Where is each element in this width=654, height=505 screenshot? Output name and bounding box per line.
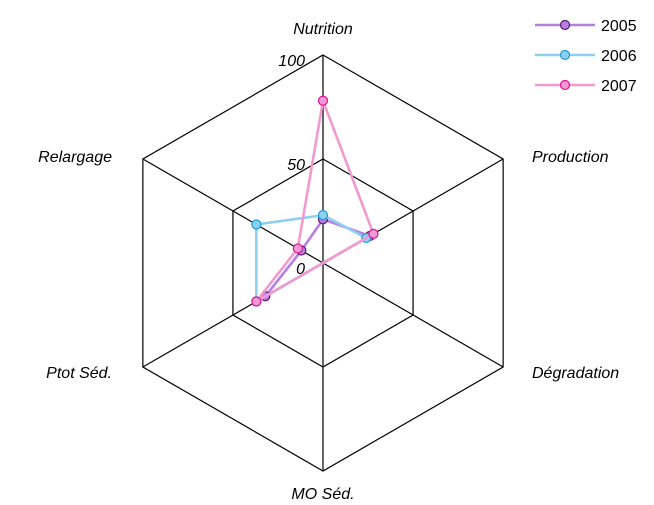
series-line-2007 xyxy=(255,99,375,303)
point-2007-1 xyxy=(368,228,379,239)
series-lines xyxy=(251,95,379,307)
legend-label-2006: 2006 xyxy=(601,48,637,65)
point-2007-0 xyxy=(317,95,329,106)
legend-item-2006: 2006 xyxy=(535,48,637,65)
point-2006-5 xyxy=(251,219,262,230)
axis-labels: Nutrition Production Dégradation MO Séd. Pto… xyxy=(38,21,619,503)
tick-label-0: 0 xyxy=(296,261,305,278)
legend-marker-2007 xyxy=(559,79,571,91)
legend: 2005 2006 2007 xyxy=(535,18,637,95)
tick-label-50: 50 xyxy=(287,157,305,174)
spoke-5 xyxy=(142,158,324,264)
point-2006-0 xyxy=(317,210,329,221)
legend-marker-2005 xyxy=(559,19,571,31)
legend-marker-2006 xyxy=(559,49,571,61)
point-2007-4 xyxy=(251,296,262,307)
axis-label-5: Relargage xyxy=(38,149,112,166)
legend-item-2005: 2005 xyxy=(535,18,637,35)
spoke-2 xyxy=(322,262,504,368)
axis-label-4: Ptot Séd. xyxy=(46,365,112,382)
tick-label-100: 100 xyxy=(278,53,305,70)
axis-label-2: Dégradation xyxy=(532,365,619,382)
legend-label-2005: 2005 xyxy=(601,18,637,35)
tick-labels: 0 50 100 xyxy=(278,53,305,278)
series-2007 xyxy=(251,95,379,307)
legend-label-2007: 2007 xyxy=(601,78,637,95)
axis-label-0: Nutrition xyxy=(293,21,353,38)
axis-label-3: MO Séd. xyxy=(291,486,354,503)
axis-label-1: Production xyxy=(532,149,609,166)
point-2007-5 xyxy=(292,243,303,254)
legend-item-2007: 2007 xyxy=(535,78,637,95)
